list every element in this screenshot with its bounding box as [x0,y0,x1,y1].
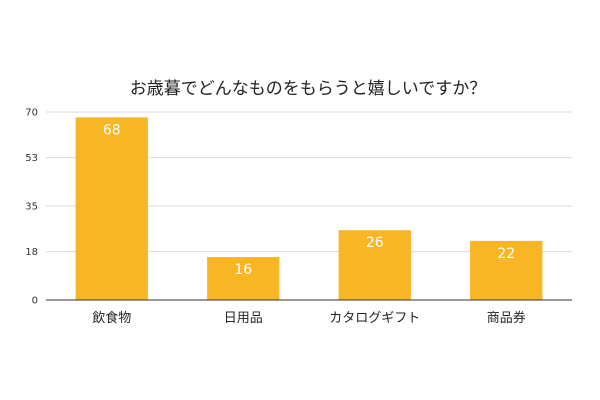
y-tick-label: 53 [25,153,38,164]
bar [338,230,411,300]
bars [75,117,543,300]
data-label: 26 [366,235,384,251]
y-tick-label: 70 [25,108,38,119]
category-label: カタログギフト [329,311,420,326]
data-label: 22 [497,246,515,262]
data-label: 68 [103,122,121,138]
y-tick-label: 0 [32,296,38,307]
y-axis-ticks: 0 18 35 53 70 [25,108,38,307]
bar [470,240,543,300]
bar [75,117,148,300]
y-tick-label: 18 [25,247,38,258]
chart-title: お歳暮でどんなものをもらうと嬉しいですか？ [130,79,487,99]
category-label: 商品券 [487,310,526,326]
data-label: 16 [234,262,252,278]
y-tick-label: 35 [25,202,38,213]
data-labels: 68 16 26 22 [103,122,515,278]
category-label: 日用品 [224,311,263,326]
category-label: 飲食物 [92,310,131,326]
category-labels: 飲食物 日用品 カタログギフト 商品券 [92,310,526,326]
bar [207,257,280,300]
